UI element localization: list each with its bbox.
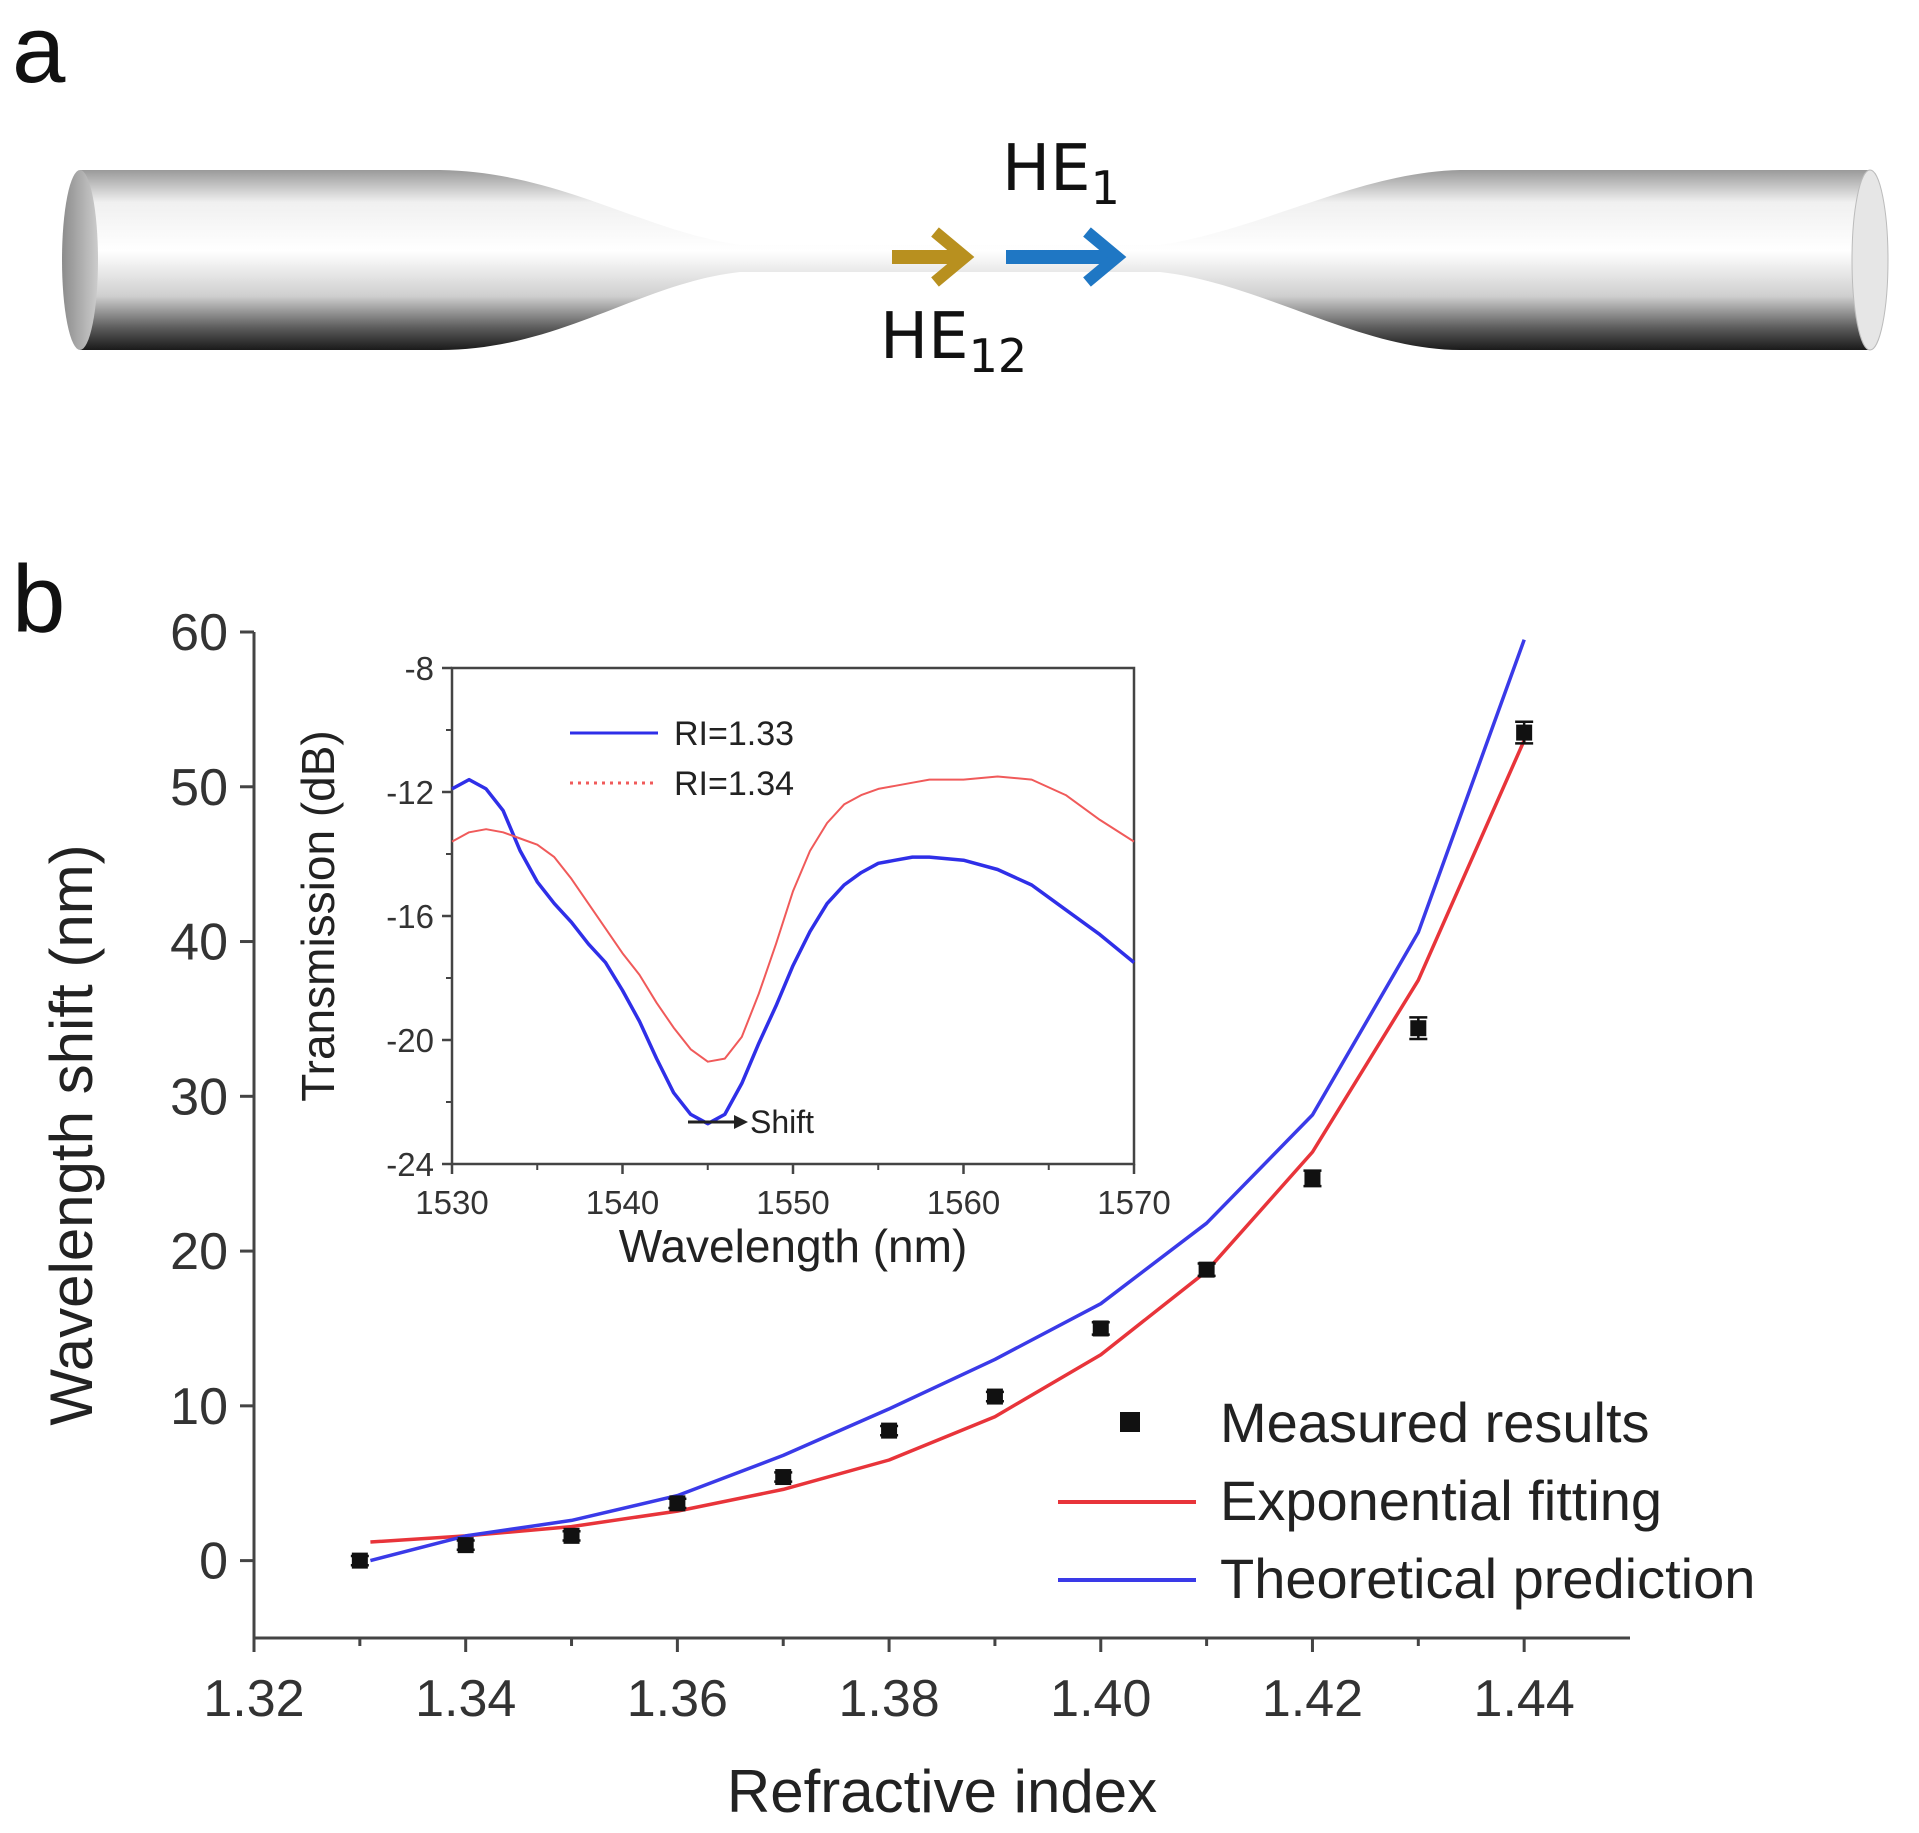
main-y-tick-label: 50	[170, 759, 228, 817]
inset-lines	[451, 775, 1136, 1126]
inset-line-ri-1-34	[451, 775, 1135, 1063]
inset-y-tick-label: -8	[405, 650, 434, 687]
main-y-tick-label: 20	[170, 1223, 228, 1281]
measured-point	[775, 1469, 792, 1486]
panel-a-letter: a	[12, 0, 66, 103]
inset-shift-annotation: Shift	[688, 1104, 814, 1140]
mode-label-he1-base: HE	[1002, 132, 1091, 206]
mode-label-he12: HE12	[880, 300, 1027, 383]
shift-arrow-head	[734, 1115, 748, 1129]
main-y-ticks: 0 10 20 30 40 50 60	[170, 604, 254, 1591]
inset-x-tick-label: 1560	[927, 1184, 1000, 1221]
inset-line-ri-1-33	[451, 777, 1136, 1126]
measured-point	[669, 1495, 686, 1512]
main-x-axis-title: Refractive index	[727, 1758, 1157, 1825]
inset-y-axis-title: Transmission (dB)	[292, 730, 344, 1101]
measured-point	[1516, 724, 1533, 741]
inset-y-tick-label: -20	[386, 1022, 434, 1059]
legend-label-measured: Measured results	[1220, 1391, 1650, 1454]
main-x-tick-label: 1.38	[838, 1670, 939, 1728]
he1-arrow-head	[1083, 227, 1127, 287]
main-x-tick-label: 1.36	[627, 1670, 728, 1728]
main-x-tick-label: 1.34	[415, 1670, 516, 1728]
he12-arrow	[892, 227, 975, 287]
measured-point	[986, 1388, 1003, 1405]
he12-arrow-head	[931, 227, 975, 287]
inset-y-tick-label: -24	[386, 1146, 434, 1183]
measured-point	[1304, 1170, 1321, 1187]
inset-legend-label-ri133: RI=1.33	[674, 715, 794, 753]
main-legend: Measured results Exponential fitting The…	[1058, 1391, 1755, 1610]
main-points	[350, 720, 1534, 1569]
inset-x-tick-label: 1540	[586, 1184, 659, 1221]
tapered-fiber	[62, 169, 1889, 351]
main-line-exponential-fitting	[370, 739, 1526, 1544]
inset-x-ticks: 1530 1540 1550 1560 1570	[415, 1164, 1171, 1221]
legend-label-exponential: Exponential fitting	[1220, 1469, 1662, 1532]
inset-x-tick-label: 1530	[415, 1184, 488, 1221]
inset-x-tick-label: 1570	[1097, 1184, 1170, 1221]
measured-point	[1198, 1261, 1215, 1278]
inset-chart: -8 -12 -16 -20 -24 1530 1540 1550 1560 1570 Wave…	[292, 650, 1171, 1272]
legend-marker-measured	[1120, 1412, 1140, 1432]
panel-a: a HE1 HE12	[12, 0, 1889, 383]
legend-label-theoretical: Theoretical prediction	[1220, 1547, 1755, 1610]
inset-legend-label-ri134: RI=1.34	[674, 765, 794, 803]
fiber-right-end	[1851, 169, 1889, 351]
main-line-theoretical-prediction	[369, 639, 1526, 1563]
main-y-tick-label: 30	[170, 1068, 228, 1126]
mode-label-he12-base: HE	[880, 300, 969, 374]
main-lines	[369, 639, 1526, 1563]
main-x-tick-label: 1.40	[1050, 1670, 1151, 1728]
measured-point	[351, 1552, 368, 1569]
main-x-tick-label: 1.32	[203, 1670, 304, 1728]
measured-point	[1092, 1320, 1109, 1337]
inset-y-tick-label: -12	[386, 774, 434, 811]
panel-b-letter: b	[12, 546, 65, 653]
fiber-left-end	[62, 170, 98, 350]
main-y-axis-title: Wavelength shift (nm)	[38, 844, 105, 1425]
measured-point	[563, 1527, 580, 1544]
inset-legend: RI=1.33 RI=1.34	[570, 715, 794, 803]
panel-b: b 0 10 20 30 40 50 60 1.32 1.34 1.36 1.38 1.40 1.42…	[12, 546, 1755, 1825]
main-x-tick-label: 1.42	[1262, 1670, 1363, 1728]
main-y-tick-label: 40	[170, 914, 228, 972]
inset-y-tick-label: -16	[386, 898, 434, 935]
inset-x-tick-label: 1550	[756, 1184, 829, 1221]
mode-label-he1-sub: 1	[1091, 161, 1120, 215]
measured-point	[457, 1537, 474, 1554]
inset-y-ticks: -8 -12 -16 -20 -24	[386, 650, 452, 1183]
main-y-tick-label: 60	[170, 604, 228, 662]
main-x-tick-label: 1.44	[1474, 1670, 1575, 1728]
he1-arrow	[1006, 227, 1127, 287]
main-y-tick-label: 10	[170, 1378, 228, 1436]
inset-x-axis-title: Wavelength (nm)	[619, 1220, 968, 1272]
main-x-ticks: 1.32 1.34 1.36 1.38 1.40 1.42 1.44	[203, 1638, 1575, 1728]
mode-label-he12-sub: 12	[969, 329, 1028, 383]
shift-label: Shift	[750, 1104, 814, 1140]
main-y-tick-label: 0	[199, 1533, 228, 1591]
measured-point	[881, 1422, 898, 1439]
fiber-body	[80, 170, 1870, 350]
mode-label-he1: HE1	[1002, 132, 1120, 215]
measured-point	[1410, 1020, 1427, 1037]
